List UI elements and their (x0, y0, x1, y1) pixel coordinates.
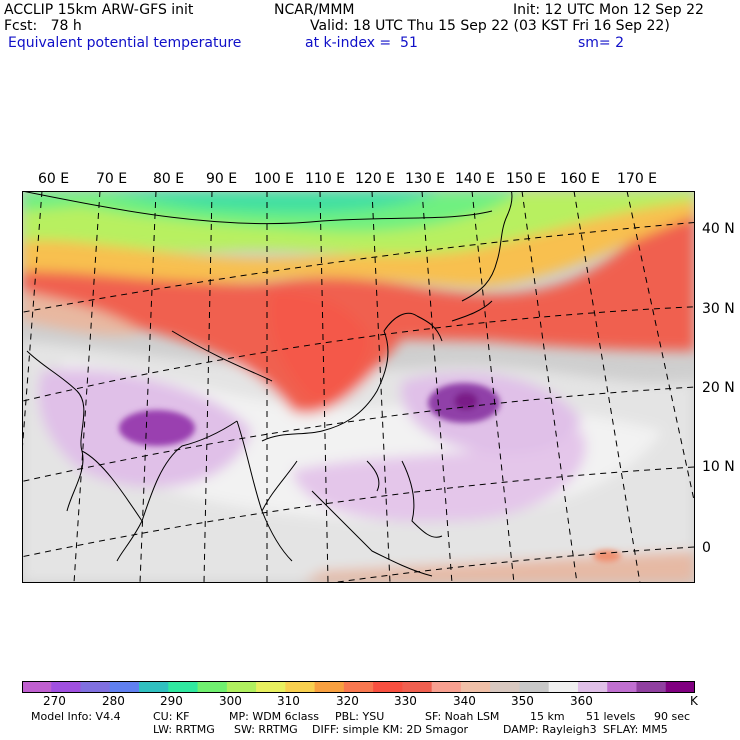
colorbar-label: 270 (43, 694, 66, 708)
colorbar-label: 310 (277, 694, 300, 708)
colorbar-swatch (80, 681, 111, 693)
colorbar-swatch (548, 681, 579, 693)
colorbar-swatch (373, 681, 403, 693)
lat-label: 20 N (702, 380, 735, 396)
map-frame (22, 191, 695, 583)
colorbar-label: 360 (570, 694, 593, 708)
lon-label: 60 E (38, 171, 70, 187)
footer-item: 15 km (530, 710, 565, 723)
colorbar-swatch (431, 681, 462, 693)
colorbar-label: 320 (336, 694, 359, 708)
coastlines (22, 191, 513, 577)
theta-e-map (22, 191, 695, 583)
footer-item: 51 levels (586, 710, 636, 723)
footer-item: Model Info: V4.4 (31, 710, 121, 723)
colorbar-swatch (226, 681, 257, 693)
footer-item: DAMP: Rayleigh3 (503, 723, 597, 736)
footer-item: SW: RRTMG (234, 723, 298, 736)
colorbar-swatch (197, 681, 228, 693)
colorbar-swatch (285, 681, 316, 693)
colorbar-label: 300 (219, 694, 242, 708)
colorbar-swatch (665, 681, 695, 693)
colorbar-swatch (460, 681, 491, 693)
colorbar-label: 340 (453, 694, 476, 708)
lat-label: 40 N (702, 221, 735, 237)
lon-label: 70 E (96, 171, 128, 187)
lat-label: 30 N (702, 301, 735, 317)
footer-item: LW: RRTMG (153, 723, 215, 736)
colorbar-swatch (402, 681, 433, 693)
lon-label: 170 E (617, 171, 658, 187)
lon-label: 130 E (405, 171, 446, 187)
lon-label: 140 E (455, 171, 496, 187)
footer-item: PBL: YSU (335, 710, 385, 723)
lon-label: 160 E (560, 171, 601, 187)
colorbar-swatch (256, 681, 286, 693)
graticule-longitude (22, 191, 695, 583)
colorbar-label: 330 (394, 694, 417, 708)
footer-item: SFLAY: MM5 (603, 723, 668, 736)
forecast-hour: Fcst: 78 h (4, 18, 82, 34)
lon-label: 80 E (153, 171, 185, 187)
colorbar-swatch (22, 681, 52, 693)
level-index: at k-index = 51 (305, 35, 418, 51)
colorbar-swatch (343, 681, 374, 693)
model-title: ACCLIP 15km ARW-GFS init (4, 2, 194, 18)
colorbar-unit: K (690, 694, 698, 708)
lat-label: 0 (702, 540, 711, 556)
colorbar (22, 681, 695, 693)
colorbar-label: 350 (511, 694, 534, 708)
colorbar-swatch (519, 681, 550, 693)
lon-label: 150 E (506, 171, 547, 187)
colorbar-frame (22, 681, 695, 693)
colorbar-swatch (51, 681, 82, 693)
colorbar-swatch (314, 681, 345, 693)
lat-label: 10 N (702, 459, 735, 475)
colorbar-swatch (607, 681, 637, 693)
footer-item: DIFF: simple KM: 2D Smagor (312, 723, 469, 736)
colorbar-swatch (636, 681, 667, 693)
footer-item: 90 sec (654, 710, 691, 723)
colorbar-swatch (139, 681, 169, 693)
colorbar-swatch (168, 681, 199, 693)
footer-item: SF: Noah LSM (425, 710, 500, 723)
colorbar-swatch (577, 681, 608, 693)
colorbar-label: 280 (102, 694, 125, 708)
center-name: NCAR/MMM (274, 2, 355, 18)
lon-label: 110 E (305, 171, 346, 187)
smoothing: sm= 2 (578, 35, 625, 51)
init-time: Init: 12 UTC Mon 12 Sep 22 (513, 2, 704, 18)
lon-label: 100 E (254, 171, 295, 187)
lon-label: 120 E (355, 171, 396, 187)
field-name: Equivalent potential temperature (8, 35, 242, 51)
lon-label: 90 E (206, 171, 238, 187)
colorbar-swatch (490, 681, 520, 693)
footer-item: CU: KF (153, 710, 190, 723)
footer-item: MP: WDM 6class (229, 710, 319, 723)
colorbar-swatch (109, 681, 140, 693)
colorbar-label: 290 (160, 694, 183, 708)
valid-time: Valid: 18 UTC Thu 15 Sep 22 (03 KST Fri … (310, 18, 670, 34)
graticule-latitude (22, 221, 695, 583)
